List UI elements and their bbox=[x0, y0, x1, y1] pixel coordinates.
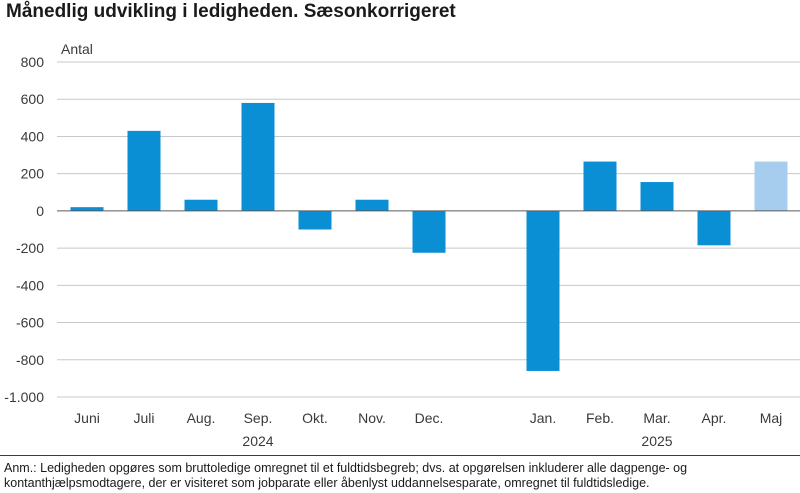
y-tick-label: 800 bbox=[21, 54, 45, 70]
bar bbox=[70, 207, 104, 211]
y-axis-label: Antal bbox=[61, 41, 93, 57]
y-tick-label: -200 bbox=[16, 240, 44, 256]
year-label: 2025 bbox=[641, 433, 672, 449]
x-tick-label: Jan. bbox=[530, 410, 556, 426]
x-tick-label: Okt. bbox=[302, 410, 328, 426]
y-tick-label: -1.000 bbox=[4, 389, 44, 405]
x-tick-label: Nov. bbox=[358, 410, 386, 426]
bar bbox=[640, 182, 674, 211]
x-tick-label: Apr. bbox=[702, 410, 727, 426]
bar bbox=[583, 161, 617, 211]
bar bbox=[298, 210, 332, 230]
y-tick-label: -600 bbox=[16, 315, 44, 331]
bar bbox=[127, 130, 161, 211]
y-tick-label: 0 bbox=[36, 203, 44, 219]
y-tick-label: 400 bbox=[21, 128, 45, 144]
x-tick-label: Maj bbox=[760, 410, 783, 426]
bar bbox=[526, 210, 560, 371]
x-tick-label: Juni bbox=[74, 410, 100, 426]
y-tick-label: 200 bbox=[21, 166, 45, 182]
x-tick-label: Sep. bbox=[244, 410, 273, 426]
chart-title: Månedlig udvikling i ledigheden. Sæsonko… bbox=[6, 1, 456, 22]
x-tick-label: Aug. bbox=[187, 410, 216, 426]
x-tick-label: Mar. bbox=[643, 410, 670, 426]
bar bbox=[754, 161, 788, 211]
y-tick-label: -400 bbox=[16, 277, 44, 293]
y-tick-label: 600 bbox=[21, 91, 45, 107]
bar bbox=[184, 199, 218, 211]
year-label: 2024 bbox=[242, 433, 273, 449]
bar bbox=[241, 102, 275, 211]
footnote: Anm.: Ledigheden opgøres som bruttoledig… bbox=[4, 461, 688, 490]
note-divider bbox=[0, 455, 800, 456]
y-tick-label: -800 bbox=[16, 352, 44, 368]
x-tick-label: Dec. bbox=[415, 410, 444, 426]
x-tick-label: Feb. bbox=[586, 410, 614, 426]
bar-chart: 800 600 400 200 0 -200 -400 -600 -800 -1.000 Antal… bbox=[4, 41, 800, 449]
bar bbox=[697, 210, 731, 246]
bar bbox=[355, 199, 389, 211]
x-tick-label: Juli bbox=[133, 410, 154, 426]
bar bbox=[412, 210, 446, 253]
